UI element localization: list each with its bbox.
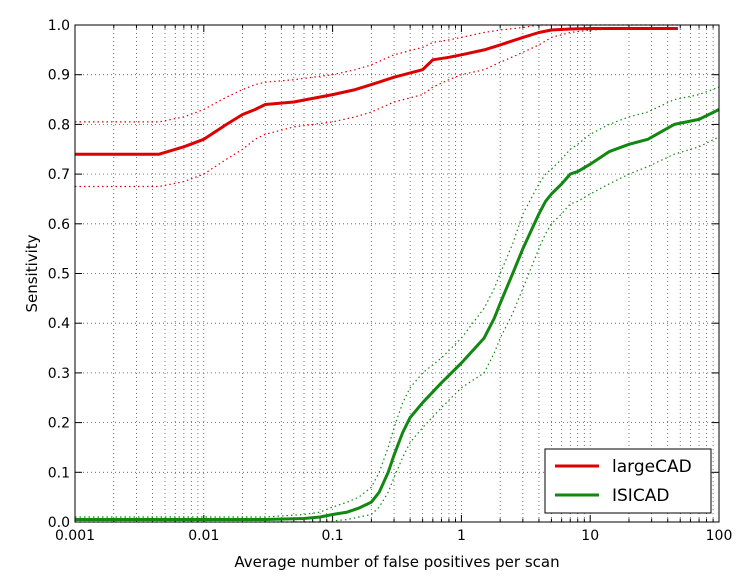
x-axis-label: Average number of false positives per sc… [234,553,559,571]
x-tick-label: 0.1 [321,528,343,544]
y-tick-label: 0.3 [48,366,70,382]
x-tick-label: 100 [706,528,733,544]
series-layer [75,24,720,523]
y-tick-label: 1.0 [48,18,70,34]
legend-label-largecad: largeCAD [612,457,692,477]
y-tick-label: 0.9 [48,68,70,84]
series-largecad-line [75,27,678,156]
y-tick-label: 0.2 [48,416,70,432]
series-isicad-upper-bound [75,86,720,518]
y-tick-label: 0.8 [48,117,70,133]
series-isicad-lower-bound [75,136,720,523]
y-tick-label: 0.1 [48,465,70,481]
series-largecad-lower-bound [75,27,678,188]
y-tick-label: 0.5 [48,267,70,283]
y-tick-label: 0.4 [48,316,70,332]
legend-label-isicad: ISICAD [612,486,669,506]
series-isicad-line [75,108,720,521]
y-tick-label: 0.6 [48,217,70,233]
x-tick-label: 0.01 [188,528,219,544]
y-axis-label: Sensitivity [23,234,41,312]
x-tick-label: 0.001 [55,528,95,544]
series-largecad-upper-bound [75,24,678,123]
y-tick-label: 0.7 [48,167,70,183]
legend: largeCAD ISICAD [544,448,712,514]
grid [75,25,719,522]
tick-labels: 0.0 0.1 0.2 0.3 0.4 0.5 0.6 0.7 0.8 0.9 1.0 0.001 0.… [48,18,733,544]
y-tick-label: 0.0 [48,515,70,531]
axis-ticks [74,24,719,523]
x-tick-label: 10 [581,528,599,544]
x-tick-label: 1 [457,528,466,544]
legend-box [544,448,712,514]
plot-frame [74,24,720,523]
